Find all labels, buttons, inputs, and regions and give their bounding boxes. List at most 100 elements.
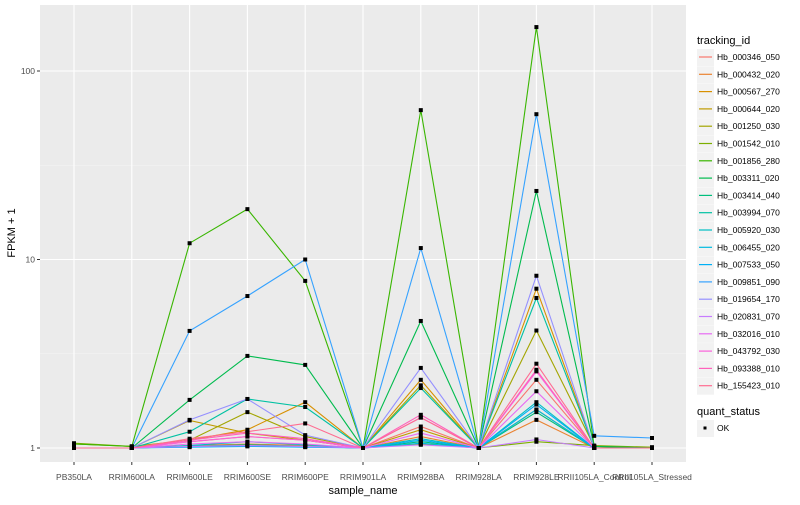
data-point-Hb_019654_170: [418, 365, 423, 370]
data-point-Hb_155423_010: [245, 429, 250, 434]
data-point-Hb_000432_020: [534, 417, 539, 422]
data-point-Hb_000346_050: [534, 377, 539, 382]
legend-label: Hb_093388_010: [717, 363, 780, 373]
y-axis-title: FPKM + 1: [6, 208, 18, 257]
data-point-Hb_000567_270: [303, 400, 308, 405]
data-point-Hb_019654_170: [534, 273, 539, 278]
data-point-Hb_003311_020: [245, 353, 250, 358]
data-point-Hb_005920_030: [534, 400, 539, 405]
data-point-Hb_155423_010: [303, 421, 308, 426]
data-point-Hb_009851_090: [592, 433, 597, 438]
data-point-Hb_155423_010: [418, 415, 423, 420]
y-tick-label: 10: [26, 255, 36, 265]
data-point-Hb_000567_270: [534, 286, 539, 291]
legend-label: OK: [717, 423, 730, 433]
data-point-Hb_003414_040: [534, 410, 539, 415]
data-point-Hb_001856_280: [418, 108, 423, 113]
data-point-Hb_001856_280: [303, 278, 308, 283]
data-point-Hb_019654_170: [303, 433, 308, 438]
data-point-Hb_155423_010: [534, 361, 539, 366]
data-point-Hb_000567_270: [418, 377, 423, 382]
data-point-Hb_000432_020: [418, 434, 423, 439]
x-tick-label: RRII105LA_Control: [557, 472, 631, 482]
data-point-Hb_003311_020: [303, 362, 308, 367]
data-point-Hb_003311_020: [534, 188, 539, 193]
data-point-Hb_032016_010: [245, 439, 250, 444]
data-point-Hb_032016_010: [187, 442, 192, 447]
x-tick-label: RRIM600LA: [109, 472, 156, 482]
legend-label: Hb_043792_030: [717, 346, 780, 356]
x-tick-label: PB350LA: [56, 472, 92, 482]
data-point-Hb_155423_010: [129, 446, 134, 450]
data-point-Hb_001250_030: [534, 328, 539, 333]
data-point-Hb_007533_050: [418, 438, 423, 443]
data-point-Hb_003994_070: [534, 295, 539, 300]
data-point-Hb_019654_170: [187, 417, 192, 422]
data-point-Hb_155423_010: [187, 436, 192, 441]
legend-label: Hb_005920_030: [717, 225, 780, 235]
legend-label: Hb_000567_270: [717, 87, 780, 97]
legend-label: Hb_003414_040: [717, 190, 780, 200]
legend-label: Hb_001250_030: [717, 121, 780, 131]
data-point-Hb_093388_010: [418, 412, 423, 417]
legend-label: Hb_003994_070: [717, 208, 780, 218]
x-tick-label: RRIM600LE: [166, 472, 213, 482]
legend-label: Hb_001856_280: [717, 156, 780, 166]
data-point-Hb_009851_090: [534, 112, 539, 117]
data-point-Hb_032016_010: [303, 442, 308, 447]
data-point-Hb_032016_010: [534, 389, 539, 394]
y-tick-label: 100: [21, 66, 35, 76]
legend-label: Hb_007533_050: [717, 260, 780, 270]
data-point-Hb_003311_020: [418, 318, 423, 323]
legend-label: Hb_001542_010: [717, 139, 780, 149]
data-point-Hb_009851_090: [245, 294, 250, 299]
x-tick-label: RRIM600PE: [282, 472, 330, 482]
data-point-Hb_093388_010: [534, 367, 539, 372]
data-point-Hb_020831_070: [303, 444, 308, 449]
data-point-Hb_001856_280: [534, 25, 539, 30]
x-tick-label: RRIM928BA: [397, 472, 445, 482]
data-point-Hb_001856_280: [187, 241, 192, 246]
legend-title: tracking_id: [697, 35, 750, 47]
legend-label: Hb_032016_010: [717, 329, 780, 339]
data-point-Hb_009851_090: [418, 246, 423, 251]
data-point-Hb_009851_090: [303, 257, 308, 262]
legend-label: Hb_000644_020: [717, 104, 780, 114]
data-point-Hb_006455_020: [534, 407, 539, 412]
point-legend-title: quant_status: [697, 406, 760, 418]
x-tick-label: RRII105LA_Stressed: [612, 472, 692, 482]
data-point-Hb_155423_010: [361, 446, 365, 450]
data-point-Hb_001856_280: [72, 442, 76, 447]
legend-label: Hb_009851_090: [717, 277, 780, 287]
legend-label: Hb_020831_070: [717, 312, 780, 322]
data-point-Hb_155423_010: [650, 446, 654, 450]
legend-label: Hb_006455_020: [717, 242, 780, 252]
data-point-Hb_009851_090: [187, 328, 192, 333]
data-point-Hb_020831_070: [534, 437, 539, 442]
data-point-Hb_032016_010: [418, 431, 423, 436]
data-point-Hb_155423_010: [72, 446, 76, 450]
data-point-Hb_001250_030: [245, 410, 250, 415]
x-tick-label: RRIM901LA: [340, 472, 387, 482]
legend-label: Hb_003311_020: [717, 173, 780, 183]
data-point-Hb_003311_020: [187, 397, 192, 402]
data-point-Hb_155423_010: [592, 446, 597, 450]
x-axis-title: sample_name: [328, 485, 397, 497]
data-point-Hb_093388_010: [303, 436, 308, 441]
data-point-Hb_001856_280: [245, 207, 250, 212]
data-point-Hb_003994_070: [187, 429, 192, 434]
data-point-Hb_020831_070: [187, 444, 192, 449]
data-point-Hb_001542_010: [534, 439, 539, 444]
x-tick-label: RRIM928LE: [513, 472, 560, 482]
data-point-Hb_007533_050: [534, 402, 539, 407]
data-point-Hb_003994_070: [418, 386, 423, 391]
legend-label: Hb_019654_170: [717, 294, 780, 304]
legend-label: Hb_000432_020: [717, 69, 780, 79]
legend-label: Hb_000346_050: [717, 52, 780, 62]
data-point-Hb_001250_030: [418, 383, 423, 388]
data-point-Hb_000644_020: [418, 427, 423, 432]
y-tick-label: 1: [30, 443, 35, 453]
legend-label: Hb_155423_010: [717, 381, 780, 391]
data-point-Hb_003994_070: [303, 405, 308, 410]
